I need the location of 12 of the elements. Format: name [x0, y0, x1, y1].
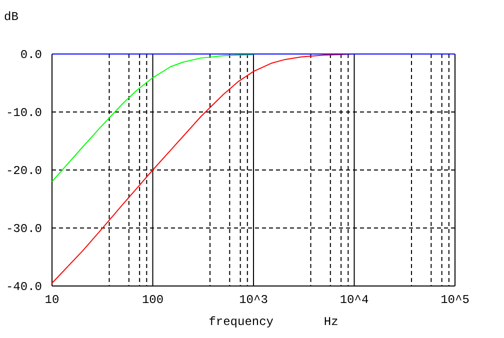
y-tick-label: -40.0: [6, 280, 42, 294]
y-axis-title: dB: [4, 10, 18, 24]
x-axis-title: frequency Hz: [208, 315, 338, 329]
y-tick-label: -30.0: [6, 222, 42, 236]
x-tick-label: 10: [44, 293, 60, 307]
y-tick-label: 0.0: [20, 48, 42, 62]
y-tick-label: -20.0: [6, 164, 42, 178]
x-tick-label: 10^3: [239, 293, 268, 307]
x-tick-label: 100: [142, 293, 164, 307]
y-tick-label: -10.0: [6, 106, 42, 120]
x-tick-label: 10^4: [340, 293, 369, 307]
x-tick-label: 10^5: [440, 293, 470, 307]
